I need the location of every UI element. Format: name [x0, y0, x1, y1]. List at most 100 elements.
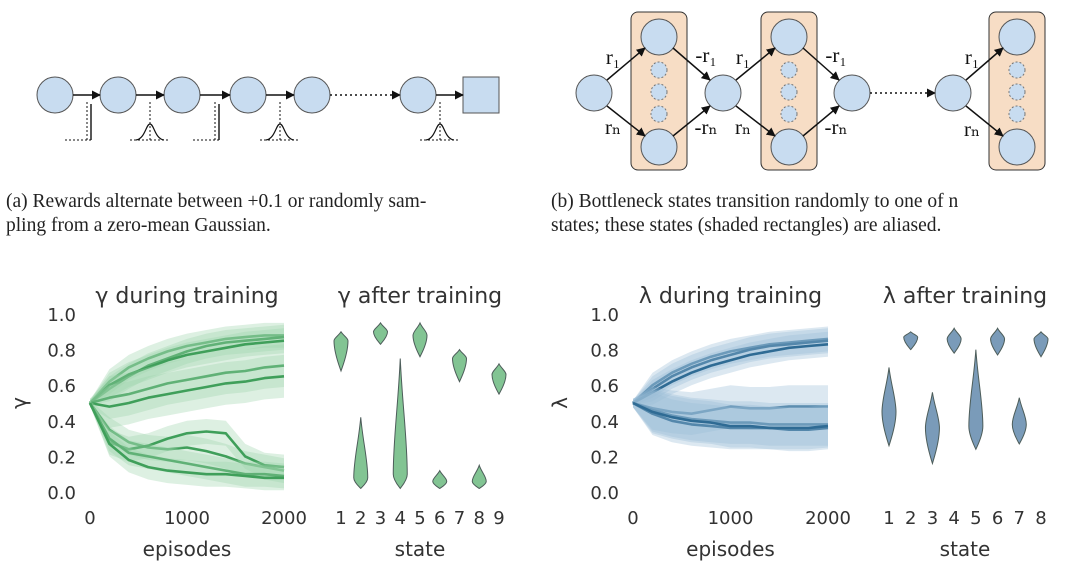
- reward-label-neg-rn: -rₙ: [694, 115, 717, 139]
- lambda-training-ytick-label: 1.0: [590, 305, 619, 326]
- gamma-after-violin: [471, 463, 487, 490]
- gamma-training-series-band: [90, 354, 284, 428]
- chain-state-node: [99, 76, 137, 114]
- lambda-training-series-line: [632, 401, 829, 431]
- reward-label-r1: r₁: [606, 45, 620, 69]
- lambda-training-series-line: [632, 401, 829, 430]
- reward-label-r1: r₁: [736, 45, 750, 69]
- aliased-state-node: [998, 128, 1036, 166]
- aliased-state-node: [770, 128, 808, 166]
- lambda-after-violin: [903, 331, 919, 351]
- transition-arrow: [965, 47, 1004, 81]
- aliased-state-dot: [650, 61, 668, 79]
- reward-label-neg-rn: -rₙ: [824, 115, 847, 139]
- transition-arrow: [606, 105, 646, 137]
- gamma-training-title: γ during training: [95, 284, 278, 309]
- chain-state-node: [163, 76, 201, 114]
- lambda-after-xtick-label: 2: [905, 508, 916, 529]
- lambda-after-xtick-label: 5: [970, 508, 981, 529]
- lambda-training-ytick-label: 0.4: [590, 412, 619, 433]
- reward-gaussian-curve: [135, 123, 165, 141]
- transition-arrow: [672, 105, 711, 137]
- gamma-after-xtick-label: 8: [474, 508, 485, 529]
- lambda-training-ytick-label: 0.8: [590, 341, 619, 362]
- gamma-training-series-line: [88, 402, 284, 480]
- lambda-after-violin: [990, 327, 1006, 356]
- transition-arrow: [606, 47, 646, 81]
- gamma-after-violin: [392, 358, 408, 490]
- gamma-after-violin: [432, 469, 448, 490]
- transition-arrow: [802, 47, 840, 81]
- gamma-after-xtick-label: 5: [414, 508, 425, 529]
- lambda-after-violin: [1033, 330, 1049, 358]
- lambda-after-violin: [924, 392, 940, 466]
- caption-b-line1: (b) Bottleneck states transition randoml…: [551, 191, 959, 212]
- aliased-state-dot: [780, 105, 798, 123]
- lambda-training-series-band: [633, 390, 828, 450]
- gamma-training-xtick-label: 1000: [164, 508, 210, 529]
- gamma-training-series-line: [88, 402, 285, 478]
- gamma-after-xtick-label: 4: [395, 508, 406, 529]
- aliased-state-dot: [1008, 83, 1026, 101]
- gamma-training-series-band: [90, 400, 284, 491]
- aliased-state-node: [640, 128, 678, 166]
- caption-b-line2: states; these states (shaded rectangles)…: [551, 215, 942, 236]
- aliased-state-node: [640, 18, 678, 56]
- bottleneck-state-node: [704, 74, 742, 112]
- lambda-training-title: λ during training: [639, 284, 822, 309]
- gamma-after-violin: [491, 362, 507, 396]
- transition-arrow: [802, 105, 840, 137]
- gamma-training-series-line: [89, 335, 285, 405]
- gamma-after-xtick-label: 9: [493, 508, 504, 529]
- gamma-training-series-band: [90, 400, 284, 480]
- lambda-after-xlabel: state: [940, 537, 991, 561]
- gamma-training-series-line: [89, 375, 285, 408]
- bottleneck-state-node: [934, 74, 972, 112]
- lambda-after-violin: [881, 367, 897, 448]
- lambda-training-series-line: [632, 401, 828, 415]
- gamma-training-series-band: [90, 322, 284, 406]
- gamma-training-series-line: [89, 339, 285, 404]
- gamma-after-xtick-label: 7: [454, 508, 465, 529]
- aliased-state-dot: [1008, 105, 1026, 123]
- transition-arrow: [735, 47, 776, 81]
- lambda-training-series-band: [633, 388, 828, 446]
- lambda-training-ytick-label: 0.0: [590, 483, 619, 504]
- gamma-after-violin: [333, 330, 349, 373]
- aliased-state-dot: [650, 83, 668, 101]
- aliased-state-dot: [1008, 61, 1026, 79]
- diagram-a-chain: [36, 76, 500, 141]
- lambda-training-series-band: [633, 392, 828, 452]
- lambda-training-ylabel: λ: [548, 397, 572, 409]
- gamma-after-violin: [353, 417, 369, 490]
- chain-state-node: [36, 76, 74, 114]
- transition-arrow: [735, 105, 776, 137]
- lambda-training-series-line: [632, 401, 828, 426]
- gamma-training-ylabel: γ: [7, 397, 31, 409]
- transition-arrow: [672, 47, 711, 81]
- lambda-training-xtick-label: 0: [627, 508, 638, 529]
- reward-label-rn: rₙ: [735, 115, 751, 139]
- lambda-training-xtick-label: 2000: [805, 508, 851, 529]
- terminal-state-square: [462, 76, 500, 114]
- gamma-training-series-line: [88, 402, 285, 472]
- gamma-after-violin: [372, 321, 389, 346]
- lambda-after-xtick-label: 6: [992, 508, 1003, 529]
- reward-label-neg-r1: -r₁: [695, 43, 716, 67]
- diagram-b-bottleneck: r₁ rₙ -r₁ -rₙ r₁ rₙ -r₁ -rₙ r₁ rₙ: [575, 11, 1046, 171]
- gamma-training-series-line: [89, 334, 284, 404]
- lambda-training-series-line: [632, 339, 829, 405]
- lambda-after-title: λ after training: [883, 284, 1047, 309]
- lambda-training-series-line: [632, 343, 829, 405]
- lambda-training-series-band: [633, 328, 828, 406]
- lambda-after-xtick-label: 4: [948, 508, 959, 529]
- gamma-after-violin: [412, 321, 428, 358]
- lambda-after-violin: [946, 327, 962, 355]
- gamma-after-xtick-label: 2: [355, 508, 366, 529]
- lambda-after-xtick-label: 8: [1035, 508, 1046, 529]
- chain-state-node: [229, 76, 267, 114]
- caption-a-line2: pling from a zero-mean Gaussian.: [6, 215, 271, 236]
- reward-label-r1: r₁: [965, 45, 979, 69]
- lambda-training-series-band: [633, 385, 828, 435]
